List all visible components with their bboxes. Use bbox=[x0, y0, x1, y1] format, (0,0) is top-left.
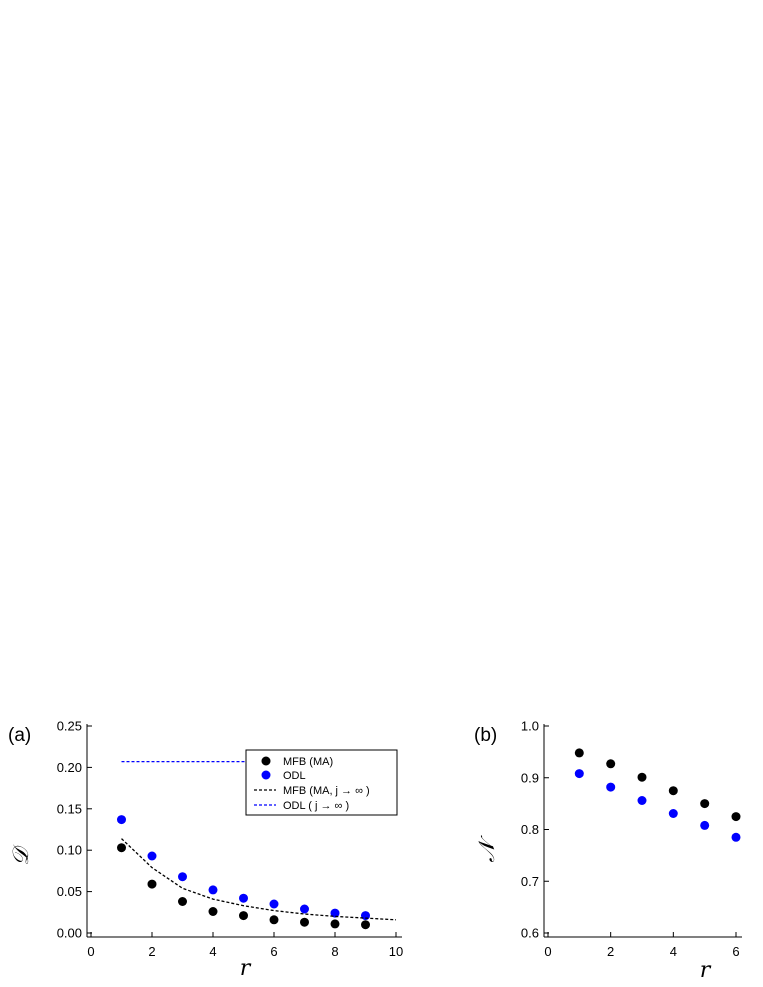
data-point bbox=[637, 796, 647, 805]
legend-label-mfb-limit: MFB (MA, j → ∞ ) bbox=[283, 785, 370, 797]
y-tick-label: 0.6 bbox=[521, 926, 539, 941]
panel-b-x-axis-label: r bbox=[700, 958, 712, 983]
y-tick-label: 0.25 bbox=[57, 719, 82, 734]
y-tick-label: 0.00 bbox=[57, 926, 82, 941]
data-point bbox=[300, 917, 309, 927]
panel-b-y-axis-label: 𝒩 bbox=[475, 835, 500, 863]
data-point bbox=[731, 832, 741, 842]
data-point bbox=[269, 899, 279, 909]
legend-marker-mfb-ma bbox=[261, 756, 271, 766]
y-tick-label: 0.8 bbox=[521, 822, 539, 837]
legend-marker-odl bbox=[261, 770, 271, 780]
data-point bbox=[178, 872, 187, 882]
data-point bbox=[361, 920, 370, 930]
series-line-2 bbox=[121, 838, 397, 921]
y-tick-label: 0.20 bbox=[57, 760, 82, 775]
data-point bbox=[668, 786, 678, 796]
data-point bbox=[300, 904, 309, 914]
data-point bbox=[606, 782, 616, 792]
panel-a-legend: MFB (MA) ODL MFB (MA, j → ∞ ) ODL ( j → … bbox=[245, 749, 398, 816]
panel-b-chart: (b) 𝒩 r 0.6 0.7 0.8 0.9 1.0 0 2 4 6 bbox=[474, 719, 742, 983]
x-tick-label: 10 bbox=[389, 944, 403, 959]
data-point bbox=[330, 919, 340, 929]
data-point bbox=[606, 759, 616, 769]
data-point bbox=[731, 812, 741, 822]
data-point bbox=[147, 851, 157, 861]
data-point bbox=[668, 809, 678, 818]
panel-a-label: (a) bbox=[8, 725, 31, 746]
x-tick-label: 6 bbox=[732, 944, 739, 959]
data-point bbox=[208, 907, 218, 916]
x-tick-label: 2 bbox=[607, 944, 614, 959]
data-point bbox=[147, 879, 157, 889]
data-point bbox=[269, 915, 279, 925]
data-point bbox=[637, 772, 647, 782]
x-tick-label: 0 bbox=[87, 944, 94, 959]
legend-box bbox=[245, 749, 398, 816]
x-tick-label: 8 bbox=[331, 944, 338, 959]
panel-a-y-axis-label: 𝒟 bbox=[9, 844, 34, 866]
data-point bbox=[239, 893, 248, 903]
data-point bbox=[700, 799, 710, 809]
legend-label-mfb-ma: MFB (MA) bbox=[283, 756, 333, 768]
panel-a-x-axis-label: r bbox=[240, 956, 252, 981]
y-tick-label: 0.15 bbox=[57, 801, 82, 816]
data-point bbox=[239, 911, 248, 921]
y-tick-label: 0.7 bbox=[521, 874, 539, 889]
data-point bbox=[700, 820, 710, 830]
x-tick-label: 2 bbox=[148, 944, 155, 959]
legend-label-odl-limit: ODL ( j → ∞ ) bbox=[283, 800, 349, 812]
x-tick-label: 4 bbox=[209, 944, 216, 959]
y-tick-label: 0.9 bbox=[521, 770, 539, 785]
data-point bbox=[330, 908, 340, 918]
data-point bbox=[574, 748, 584, 758]
x-tick-label: 4 bbox=[670, 944, 677, 959]
data-point bbox=[117, 843, 126, 853]
data-point bbox=[178, 897, 187, 906]
x-tick-label: 6 bbox=[270, 944, 277, 959]
data-point bbox=[574, 769, 584, 779]
data-point bbox=[117, 815, 126, 825]
y-tick-label: 0.10 bbox=[57, 843, 82, 858]
panel-a-chart: (a) 𝒟 r 0.000.050.100.150.200.250 2 4 6 8 10 … bbox=[8, 719, 403, 982]
x-tick-label: 0 bbox=[544, 944, 551, 959]
y-tick-label: 1.0 bbox=[521, 719, 539, 734]
y-tick-label: 0.05 bbox=[57, 884, 82, 899]
data-point bbox=[208, 885, 218, 895]
legend-label-odl: ODL bbox=[283, 770, 306, 782]
panel-b-label: (b) bbox=[474, 725, 497, 746]
